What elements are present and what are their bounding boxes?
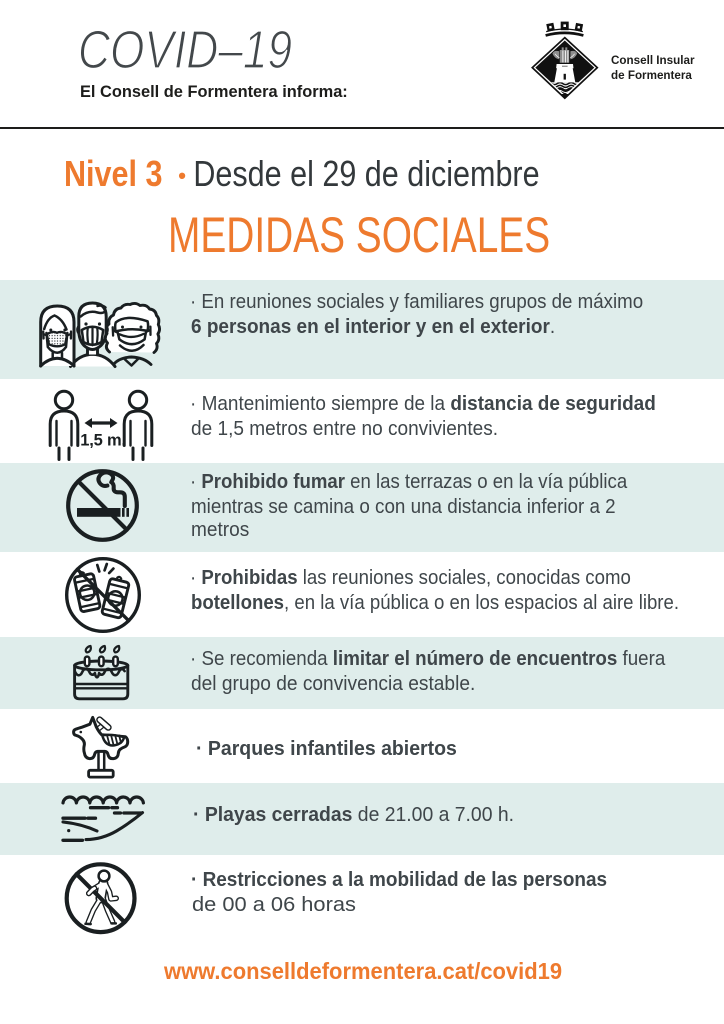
svg-text:1,5 m.: 1,5 m. <box>80 431 126 449</box>
